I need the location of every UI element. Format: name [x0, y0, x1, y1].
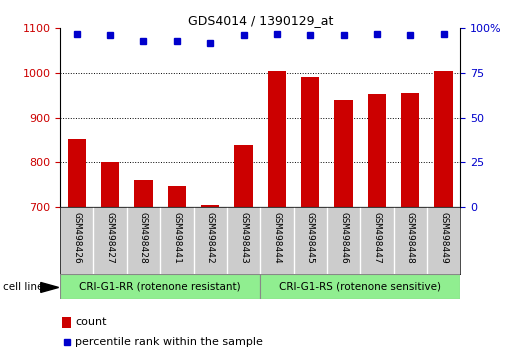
Bar	[101, 162, 119, 207]
Bar	[260, 274, 460, 299]
Text: GSM498443: GSM498443	[239, 212, 248, 264]
Text: CRI-G1-RR (rotenone resistant): CRI-G1-RR (rotenone resistant)	[79, 282, 241, 292]
Bar	[301, 78, 320, 207]
Text: GSM498445: GSM498445	[306, 212, 315, 264]
Text: GSM498428: GSM498428	[139, 212, 148, 264]
Text: GSM498449: GSM498449	[439, 212, 448, 264]
Bar	[368, 95, 386, 207]
Bar	[60, 274, 260, 299]
Text: cell line: cell line	[3, 282, 43, 292]
Polygon shape	[41, 282, 59, 292]
Bar	[268, 71, 286, 207]
Bar	[67, 139, 86, 207]
Text: GSM498427: GSM498427	[106, 212, 115, 264]
Bar	[62, 317, 71, 328]
Text: GSM498441: GSM498441	[173, 212, 181, 264]
Bar	[435, 71, 453, 207]
Bar	[234, 145, 253, 207]
Text: GSM498447: GSM498447	[372, 212, 381, 264]
Text: count: count	[75, 318, 107, 327]
Text: CRI-G1-RS (rotenone sensitive): CRI-G1-RS (rotenone sensitive)	[279, 282, 441, 292]
Bar	[134, 180, 153, 207]
Text: percentile rank within the sample: percentile rank within the sample	[75, 337, 263, 347]
Text: GSM498426: GSM498426	[72, 212, 81, 264]
Title: GDS4014 / 1390129_at: GDS4014 / 1390129_at	[188, 14, 333, 27]
Text: GSM498444: GSM498444	[272, 212, 281, 264]
Bar	[201, 205, 219, 207]
Text: GSM498446: GSM498446	[339, 212, 348, 264]
Text: GSM498442: GSM498442	[206, 212, 214, 264]
Bar	[168, 185, 186, 207]
Bar	[334, 100, 353, 207]
Text: GSM498448: GSM498448	[406, 212, 415, 264]
Bar	[401, 93, 419, 207]
